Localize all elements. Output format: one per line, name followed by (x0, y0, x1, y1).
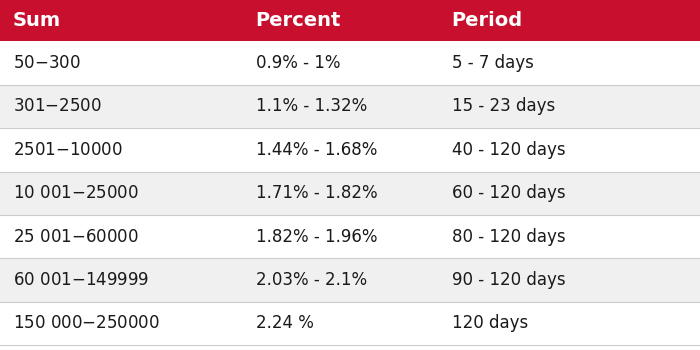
Bar (0, 85, 700, 128)
Text: 2.24 %: 2.24 % (256, 314, 314, 332)
Text: 2501$ - 10 000$: 2501$ - 10 000$ (13, 141, 122, 159)
Text: 1.82% - 1.96%: 1.82% - 1.96% (256, 228, 377, 246)
Text: 40 - 120 days: 40 - 120 days (452, 141, 565, 159)
Bar (0, 302, 700, 345)
Bar (0, 258, 700, 302)
Bar (0, 0, 700, 41)
Text: 80 - 120 days: 80 - 120 days (452, 228, 565, 246)
Text: 50$ - 300$: 50$ - 300$ (13, 54, 80, 72)
Text: 25 001$ - 60 000$: 25 001$ - 60 000$ (13, 228, 139, 246)
Text: 60 - 120 days: 60 - 120 days (452, 184, 565, 202)
Text: 1.71% - 1.82%: 1.71% - 1.82% (256, 184, 377, 202)
Text: 90 - 120 days: 90 - 120 days (452, 271, 565, 289)
Text: 60 001$ - 149 999$: 60 001$ - 149 999$ (13, 271, 149, 289)
Text: 15 - 23 days: 15 - 23 days (452, 97, 554, 116)
Text: Period: Period (452, 11, 523, 30)
Bar (0, 215, 700, 258)
Text: 1.1% - 1.32%: 1.1% - 1.32% (256, 97, 367, 116)
Text: 10 001$ - 25 000$: 10 001$ - 25 000$ (13, 184, 139, 202)
Text: Sum: Sum (13, 11, 61, 30)
Text: 2.03% - 2.1%: 2.03% - 2.1% (256, 271, 367, 289)
Text: Percent: Percent (256, 11, 341, 30)
Text: 150 000$ - 250 000$: 150 000$ - 250 000$ (13, 314, 160, 332)
Text: 120 days: 120 days (452, 314, 528, 332)
Bar (0, 128, 700, 172)
Text: 301$ - 2500$: 301$ - 2500$ (13, 97, 102, 116)
Text: 5 - 7 days: 5 - 7 days (452, 54, 533, 72)
Bar (0, 41, 700, 85)
Bar (0, 172, 700, 215)
Text: 1.44% - 1.68%: 1.44% - 1.68% (256, 141, 377, 159)
Text: 0.9% - 1%: 0.9% - 1% (256, 54, 340, 72)
